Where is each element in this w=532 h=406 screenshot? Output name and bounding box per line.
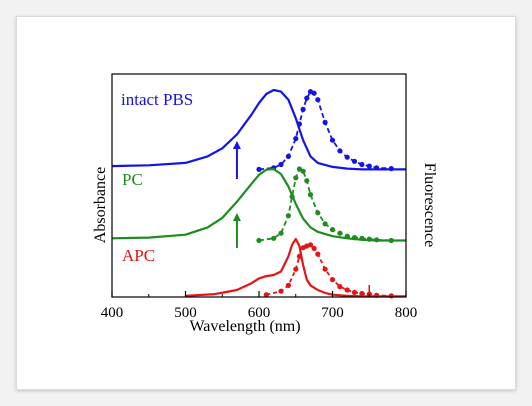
excitation-arrow xyxy=(232,141,241,179)
fluorescence-point-apc xyxy=(278,288,284,294)
fluorescence-point-pc xyxy=(285,213,291,219)
fluorescence-line-pc xyxy=(258,167,392,242)
x-tick-label: 400 xyxy=(101,305,124,321)
fluorescence-point-intact-pbs xyxy=(366,163,372,169)
fluorescence-point-apc xyxy=(311,245,317,251)
fluorescence-point-pc xyxy=(271,235,277,241)
fluorescence-point-pc xyxy=(256,237,262,244)
fluorescence-point-intact-pbs xyxy=(337,148,343,154)
fluorescence-point-apc xyxy=(344,287,350,293)
series-label-intact-pbs: intact PBS xyxy=(121,90,193,109)
fluorescence-point-intact-pbs xyxy=(304,95,310,101)
fluorescence-point-pc xyxy=(337,230,343,236)
x-tick-label: 800 xyxy=(395,305,418,321)
figure-card: 400 500 600 700 800 Wavelength (nm) Absorban… xyxy=(16,16,516,390)
fluorescence-point-intact-pbs xyxy=(359,161,365,168)
x-tick-label: 500 xyxy=(174,305,197,321)
spectra-chart: 400 500 600 700 800 Wavelength (nm) Absorban… xyxy=(92,73,438,335)
fluorescence-point-intact-pbs xyxy=(285,153,291,159)
fluorescence-point-intact-pbs xyxy=(315,97,321,103)
x-tick-label: 700 xyxy=(321,305,344,321)
fluorescence-point-intact-pbs xyxy=(322,119,328,125)
fluorescence-point-apc xyxy=(296,253,302,259)
fluorescence-point-apc xyxy=(307,242,314,248)
absorbance-line-intact-pbs xyxy=(111,88,406,171)
fluorescence-point-apc xyxy=(293,266,299,272)
fluorescence-point-apc xyxy=(351,289,358,295)
fluorescence-point-pc xyxy=(388,237,394,244)
fluorescence-point-intact-pbs xyxy=(344,154,350,160)
fluorescence-point-intact-pbs xyxy=(351,158,358,164)
fluorescence-point-intact-pbs xyxy=(388,166,394,172)
fluorescence-point-apc xyxy=(315,251,321,257)
fluorescence-line-apc xyxy=(266,243,392,297)
x-tick-label: 600 xyxy=(248,305,271,321)
fluorescence-point-pc xyxy=(300,168,306,174)
fluorescence-point-pc xyxy=(329,227,336,233)
fluorescence-point-apc xyxy=(337,284,343,290)
x-axis-label: Wavelength (nm) xyxy=(189,318,300,335)
ticks-layer: 400 500 600 700 800 xyxy=(101,291,418,321)
fluorescence-point-pc xyxy=(366,236,372,242)
absorbance-line-apc xyxy=(185,237,406,298)
fluorescence-point-apc xyxy=(263,292,269,298)
fluorescence-point-pc xyxy=(304,178,310,184)
fluorescence-point-pc xyxy=(278,230,284,236)
fluorescence-point-pc xyxy=(374,237,380,243)
fluorescence-point-apc xyxy=(285,282,291,288)
fluorescence-point-intact-pbs xyxy=(311,90,317,96)
fluorescence-point-intact-pbs xyxy=(278,161,284,168)
plot-frame xyxy=(111,73,407,298)
fluorescence-point-intact-pbs xyxy=(300,106,306,112)
fluorescence-point-apc xyxy=(329,277,336,283)
fluorescence-point-pc xyxy=(289,194,295,200)
fluorescence-point-intact-pbs xyxy=(256,166,262,172)
fluorescence-point-pc xyxy=(315,210,321,216)
series-label-apc: APC xyxy=(122,246,155,265)
series-label-pc: PC xyxy=(122,170,143,189)
fluorescence-point-apc xyxy=(359,290,365,297)
fluorescence-point-intact-pbs xyxy=(374,165,380,171)
fluorescence-point-pc xyxy=(344,233,350,239)
fluorescence-line-intact-pbs xyxy=(258,90,392,171)
curves-layer xyxy=(111,88,406,299)
fluorescence-point-pc xyxy=(322,221,328,227)
fluorescence-point-pc xyxy=(359,235,365,241)
fluorescence-point-apc xyxy=(388,293,394,299)
y-axis-label-right: Fluorescence xyxy=(421,163,438,247)
fluorescence-point-pc xyxy=(307,192,314,198)
fluorescence-point-intact-pbs xyxy=(296,121,302,127)
absorbance-line-pc xyxy=(111,167,406,242)
y-axis-label-left: Absorbance xyxy=(92,167,109,243)
fluorescence-point-pc xyxy=(351,235,358,241)
fluorescence-point-apc xyxy=(322,266,328,272)
excitation-arrow xyxy=(232,213,241,248)
fluorescence-point-intact-pbs xyxy=(329,137,336,143)
fluorescence-point-intact-pbs xyxy=(293,136,299,142)
fluorescence-point-pc xyxy=(293,175,299,181)
